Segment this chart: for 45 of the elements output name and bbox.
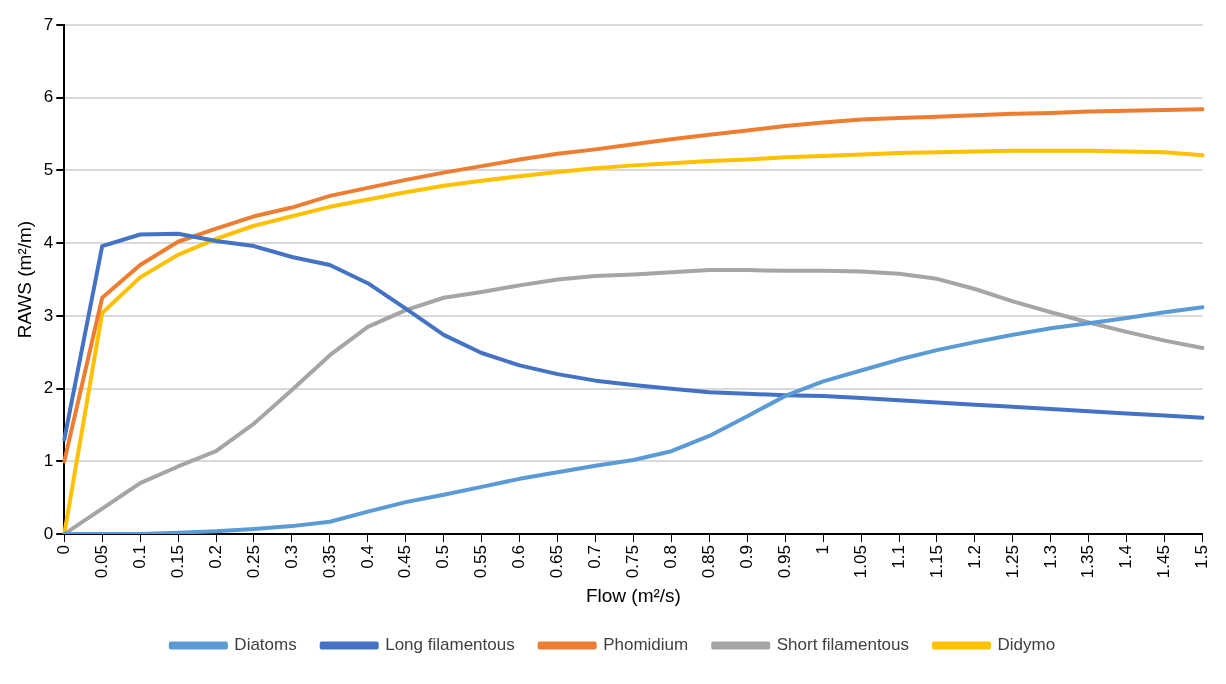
x-tick-label: 0	[53, 545, 73, 555]
y-tick-label: 4	[43, 232, 54, 252]
x-tick-label: 0.8	[661, 545, 681, 569]
legend-label: Phomidium	[603, 635, 689, 655]
y-tick-label: 7	[43, 14, 54, 34]
x-tick-label: 0.2	[205, 545, 225, 569]
x-tick-label: 0.75	[623, 545, 643, 579]
x-tick-label: 0.9	[736, 545, 756, 569]
y-tick-label: 2	[43, 378, 54, 398]
x-tick-label: 1.05	[850, 545, 870, 579]
x-tick-label: 0.65	[547, 545, 567, 579]
y-tick-label: 3	[43, 305, 54, 325]
x-tick-label: 1.3	[1040, 545, 1060, 569]
x-tick-label: 1.25	[1002, 545, 1022, 579]
x-tick-label: 1.4	[1116, 545, 1136, 569]
x-tick-label: 1	[812, 545, 832, 555]
x-axis-title: Flow (m²/s)	[585, 584, 681, 606]
x-tick-label: 1.1	[888, 545, 908, 569]
legend-label: Short filamentous	[776, 635, 910, 655]
x-tick-label: 0.25	[243, 545, 263, 579]
x-tick-label: 0.7	[585, 545, 605, 569]
y-tick-label: 5	[43, 160, 54, 180]
x-tick-label: 1.2	[964, 545, 984, 569]
y-tick-label: 1	[43, 451, 54, 471]
x-tick-label: 0.5	[433, 545, 453, 569]
y-tick-label: 6	[43, 87, 54, 107]
x-tick-label: 0.05	[91, 545, 111, 579]
x-tick-label: 1.35	[1078, 545, 1098, 579]
x-tick-label: 0.95	[774, 545, 794, 579]
x-tick-label: 0.35	[319, 545, 339, 579]
x-tick-label: 0.85	[699, 545, 718, 579]
x-tick-label: 0.45	[395, 545, 415, 579]
legend-label: Didymo	[997, 635, 1056, 655]
x-tick-label: 1.5	[1192, 545, 1212, 569]
x-tick-label: 0.15	[167, 545, 187, 579]
x-tick-label: 0.55	[471, 545, 491, 579]
y-axis-title: RAWS (m²/m)	[13, 220, 35, 339]
legend-label: Long filamentous	[385, 635, 515, 655]
legend-label: Diatoms	[234, 635, 297, 655]
x-tick-label: 1.15	[926, 545, 946, 579]
x-tick-label: 0.6	[509, 545, 529, 569]
x-tick-label: 0.4	[357, 545, 377, 569]
x-tick-label: 0.3	[281, 545, 301, 569]
x-tick-label: 0.1	[129, 545, 149, 569]
x-tick-label: 1.45	[1154, 545, 1174, 579]
